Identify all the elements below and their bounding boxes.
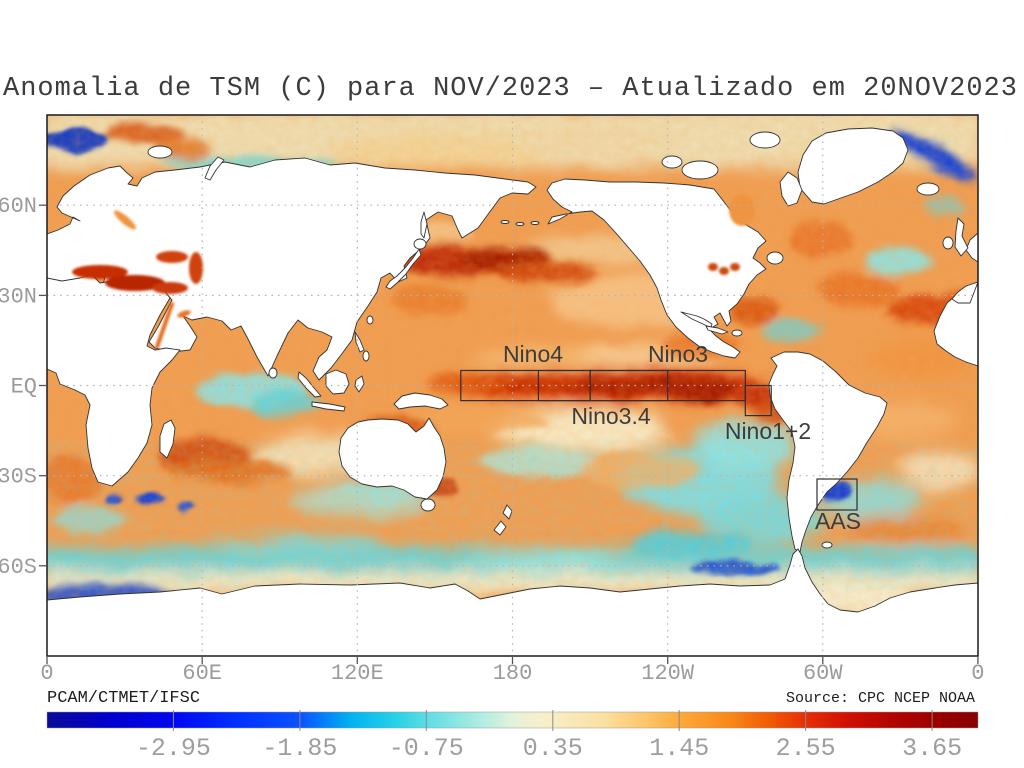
index-region-labels: Nino4 Nino3 Nino3.4 Nino1+2 AAS xyxy=(503,341,861,534)
aas-label: AAS xyxy=(815,508,861,534)
landmass-tasmania xyxy=(420,498,436,512)
landmass-philippines xyxy=(354,331,365,353)
landmass-france-right-edge xyxy=(965,232,978,263)
landmass-australia xyxy=(338,417,447,500)
landmass-sakhalin xyxy=(420,211,428,239)
colorbar-label-2: -0.75 xyxy=(389,734,464,763)
page-title: Anomalia de TSM (C) para NOV/2023 – Atua… xyxy=(3,74,1018,104)
landmass-baffin-island xyxy=(779,171,803,207)
landmass-taiwan xyxy=(366,315,374,325)
landmass-north-america xyxy=(546,178,767,359)
landmass-iceland xyxy=(916,182,940,196)
landmass-ellesmere-island xyxy=(749,131,781,149)
aas-box xyxy=(816,478,858,511)
lon-label-0w-left: 0 xyxy=(40,661,53,686)
index-region-boxes xyxy=(460,369,858,511)
colorbar-gradient xyxy=(46,711,979,729)
continents xyxy=(47,127,978,656)
landmass-new-guinea xyxy=(393,392,449,410)
nino1_2-label: Nino1+2 xyxy=(725,418,811,444)
colorbar-label-5: 2.55 xyxy=(776,734,836,763)
colorbar: -2.95 -1.85 -0.75 0.35 1.45 2.55 3.65 xyxy=(46,710,979,763)
landmass-hokkaido xyxy=(413,238,427,250)
landmass-japan xyxy=(385,248,422,290)
lat-label-60s: 60S xyxy=(0,555,37,580)
lat-label-eq: EQ xyxy=(11,375,37,400)
landmass-novaya-zemlya xyxy=(204,156,225,181)
colorbar-ticks xyxy=(172,710,933,731)
landmass-sumatra xyxy=(297,371,322,398)
landmass-hispaniola xyxy=(731,329,743,337)
lon-label-0-right: 0 xyxy=(971,661,984,686)
inland-seas xyxy=(72,194,755,349)
landmass-antarctica xyxy=(47,548,978,656)
landmass-greenland xyxy=(797,127,909,205)
nino3_4-label: Nino3.4 xyxy=(571,403,650,429)
lat-label-60n: 60N xyxy=(0,194,37,219)
lon-label-180: 180 xyxy=(493,661,533,686)
lat-label-30s: 30S xyxy=(0,465,37,490)
landmass-new-zealand-south xyxy=(493,520,507,536)
landmass-victoria-island xyxy=(681,160,719,180)
longitude-axis: 0 60E 120E 180 120W 60W 0 xyxy=(40,661,984,686)
colorbar-label-0: -2.95 xyxy=(136,734,211,763)
latitude-axis: 60N 30N EQ 30S 60S xyxy=(0,194,37,580)
lon-label-60w: 60W xyxy=(803,661,843,686)
lon-label-120w: 120W xyxy=(641,661,695,686)
landmass-aleutian-2 xyxy=(515,222,525,226)
landmass-aleutian-1 xyxy=(500,220,510,224)
landmass-south-america xyxy=(768,351,888,553)
lon-label-60e: 60E xyxy=(182,661,222,686)
landmass-aleutian-3 xyxy=(530,221,540,225)
lat-label-30n: 30N xyxy=(0,284,37,309)
colorbar-label-6: 3.65 xyxy=(902,734,962,763)
colorbar-label-1: -1.85 xyxy=(262,734,337,763)
nino4-label: Nino4 xyxy=(503,341,563,367)
landmass-sri-lanka xyxy=(268,367,278,379)
landmass-cuba xyxy=(705,325,729,335)
colorbar-label-4: 1.45 xyxy=(649,734,709,763)
landmass-svalbard xyxy=(147,145,173,159)
credit-source: Source: CPC NCEP NOAA xyxy=(786,690,975,707)
landmass-iberia-right-edge xyxy=(951,281,978,304)
landmass-java xyxy=(311,401,346,412)
landmass-mindanao xyxy=(362,350,370,362)
colorbar-label-3: 0.35 xyxy=(523,734,583,763)
lon-label-120e: 120E xyxy=(331,661,384,686)
nino1_2-box xyxy=(744,384,772,417)
landmass-ireland xyxy=(942,236,954,250)
nino3-label: Nino3 xyxy=(648,341,708,367)
colorbar-labels: -2.95 -1.85 -0.75 0.35 1.45 2.55 3.65 xyxy=(136,734,962,763)
credit-left: PCAM/CTMET/IFSC xyxy=(47,689,200,708)
landmass-newfoundland xyxy=(766,251,784,265)
landmass-borneo xyxy=(325,369,350,395)
landmass-banks-island xyxy=(661,155,683,169)
landmass-falklands xyxy=(821,541,833,549)
axis-ticks xyxy=(39,204,979,664)
landmass-britain xyxy=(954,217,969,257)
landmass-madagascar xyxy=(159,419,176,459)
landmass-new-zealand-north xyxy=(502,504,513,520)
